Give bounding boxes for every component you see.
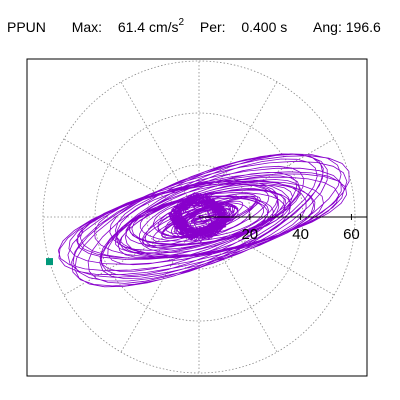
- max-unit-exponent: 2: [178, 17, 185, 28]
- angle-spoke-330: [198, 216, 335, 296]
- angle-label: Ang:: [313, 19, 342, 35]
- radial-tick-label-20: 20: [241, 226, 258, 243]
- orbit-trace: [57, 153, 350, 288]
- period-label: Per:: [199, 19, 226, 35]
- particle-motion-trace: [57, 153, 350, 288]
- radial-tick-label-60: 60: [343, 226, 360, 243]
- angle-spoke-240: [120, 216, 200, 353]
- max-value: 61.4 cm/s: [117, 19, 179, 35]
- angle-spoke-120: [120, 81, 200, 218]
- peak-marker: [46, 258, 53, 266]
- max-label: Max:: [71, 19, 103, 35]
- angle-spoke-300: [198, 216, 278, 353]
- period-value: 0.400 s: [241, 19, 288, 35]
- plot-header: PPUN Max: 61.4 cm/s2 Per: 0.400 s Ang: 1…: [7, 17, 381, 35]
- station-code: PPUN: [7, 19, 46, 35]
- angle-value: 196.6: [345, 19, 381, 35]
- radial-axis-ticks: 20 40 60: [241, 214, 360, 243]
- angle-spoke-150: [63, 138, 200, 218]
- radial-tick-label-40: 40: [292, 226, 309, 243]
